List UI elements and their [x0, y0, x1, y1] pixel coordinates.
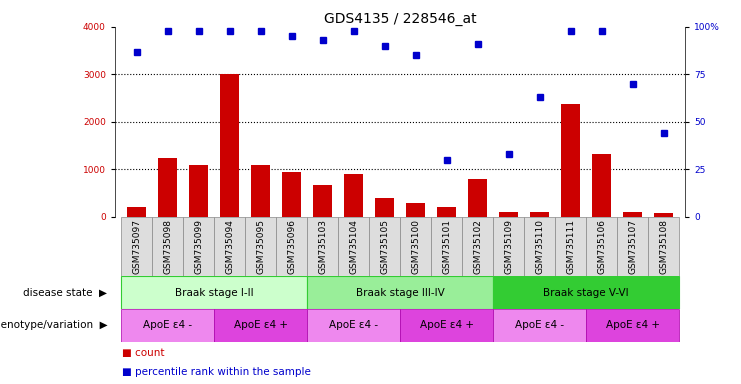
Bar	[127, 207, 146, 217]
FancyBboxPatch shape	[462, 217, 494, 276]
Text: ApoE ε4 +: ApoE ε4 +	[233, 320, 288, 331]
FancyBboxPatch shape	[214, 309, 307, 342]
FancyBboxPatch shape	[524, 217, 555, 276]
Bar	[654, 213, 673, 217]
Text: ■ count: ■ count	[122, 348, 165, 358]
Bar	[220, 74, 239, 217]
Text: GSM735101: GSM735101	[442, 219, 451, 274]
FancyBboxPatch shape	[494, 309, 586, 342]
Bar	[313, 185, 332, 217]
FancyBboxPatch shape	[617, 217, 648, 276]
FancyBboxPatch shape	[586, 217, 617, 276]
Text: genotype/variation  ▶: genotype/variation ▶	[0, 320, 107, 331]
Bar	[345, 174, 363, 217]
Text: ApoE ε4 +: ApoE ε4 +	[605, 320, 659, 331]
FancyBboxPatch shape	[121, 217, 152, 276]
Text: GSM735099: GSM735099	[194, 219, 203, 274]
Text: GSM735097: GSM735097	[132, 219, 141, 274]
Text: disease state  ▶: disease state ▶	[24, 288, 107, 298]
Text: GSM735110: GSM735110	[535, 219, 544, 274]
Title: GDS4135 / 228546_at: GDS4135 / 228546_at	[324, 12, 476, 26]
Text: GSM735106: GSM735106	[597, 219, 606, 274]
FancyBboxPatch shape	[555, 217, 586, 276]
Text: ApoE ε4 -: ApoE ε4 -	[329, 320, 378, 331]
FancyBboxPatch shape	[338, 217, 369, 276]
Text: Braak stage I-II: Braak stage I-II	[175, 288, 253, 298]
Text: Braak stage V-VI: Braak stage V-VI	[543, 288, 629, 298]
FancyBboxPatch shape	[121, 276, 307, 309]
Bar	[282, 172, 301, 217]
Text: GSM735108: GSM735108	[659, 219, 668, 274]
FancyBboxPatch shape	[494, 276, 679, 309]
Bar	[251, 165, 270, 217]
FancyBboxPatch shape	[214, 217, 245, 276]
Bar	[562, 104, 580, 217]
Bar	[376, 198, 394, 217]
FancyBboxPatch shape	[183, 217, 214, 276]
FancyBboxPatch shape	[121, 309, 214, 342]
Text: ApoE ε4 -: ApoE ε4 -	[515, 320, 564, 331]
Text: GSM735103: GSM735103	[318, 219, 327, 274]
FancyBboxPatch shape	[245, 217, 276, 276]
Text: ■ percentile rank within the sample: ■ percentile rank within the sample	[122, 367, 311, 377]
Text: GSM735102: GSM735102	[473, 219, 482, 274]
FancyBboxPatch shape	[494, 217, 524, 276]
Text: GSM735104: GSM735104	[349, 219, 358, 274]
Bar	[499, 212, 518, 217]
Text: ApoE ε4 +: ApoE ε4 +	[419, 320, 473, 331]
Bar	[437, 207, 456, 217]
Text: Braak stage III-IV: Braak stage III-IV	[356, 288, 445, 298]
Bar	[189, 165, 208, 217]
FancyBboxPatch shape	[307, 217, 338, 276]
Text: GSM735098: GSM735098	[163, 219, 172, 274]
Text: GSM735094: GSM735094	[225, 219, 234, 274]
Text: GSM735107: GSM735107	[628, 219, 637, 274]
Text: GSM735095: GSM735095	[256, 219, 265, 274]
Text: ApoE ε4 -: ApoE ε4 -	[143, 320, 192, 331]
FancyBboxPatch shape	[307, 276, 494, 309]
FancyBboxPatch shape	[648, 217, 679, 276]
Bar	[468, 179, 487, 217]
FancyBboxPatch shape	[400, 309, 494, 342]
FancyBboxPatch shape	[431, 217, 462, 276]
Text: GSM735105: GSM735105	[380, 219, 389, 274]
Bar	[592, 154, 611, 217]
Text: GSM735096: GSM735096	[287, 219, 296, 274]
Text: GSM735109: GSM735109	[504, 219, 514, 274]
FancyBboxPatch shape	[400, 217, 431, 276]
Bar	[406, 203, 425, 217]
Bar	[531, 212, 549, 217]
Bar	[623, 212, 642, 217]
FancyBboxPatch shape	[586, 309, 679, 342]
Bar	[159, 157, 177, 217]
FancyBboxPatch shape	[276, 217, 307, 276]
FancyBboxPatch shape	[152, 217, 183, 276]
Text: GSM735100: GSM735100	[411, 219, 420, 274]
FancyBboxPatch shape	[307, 309, 400, 342]
Text: GSM735111: GSM735111	[566, 219, 575, 274]
FancyBboxPatch shape	[369, 217, 400, 276]
